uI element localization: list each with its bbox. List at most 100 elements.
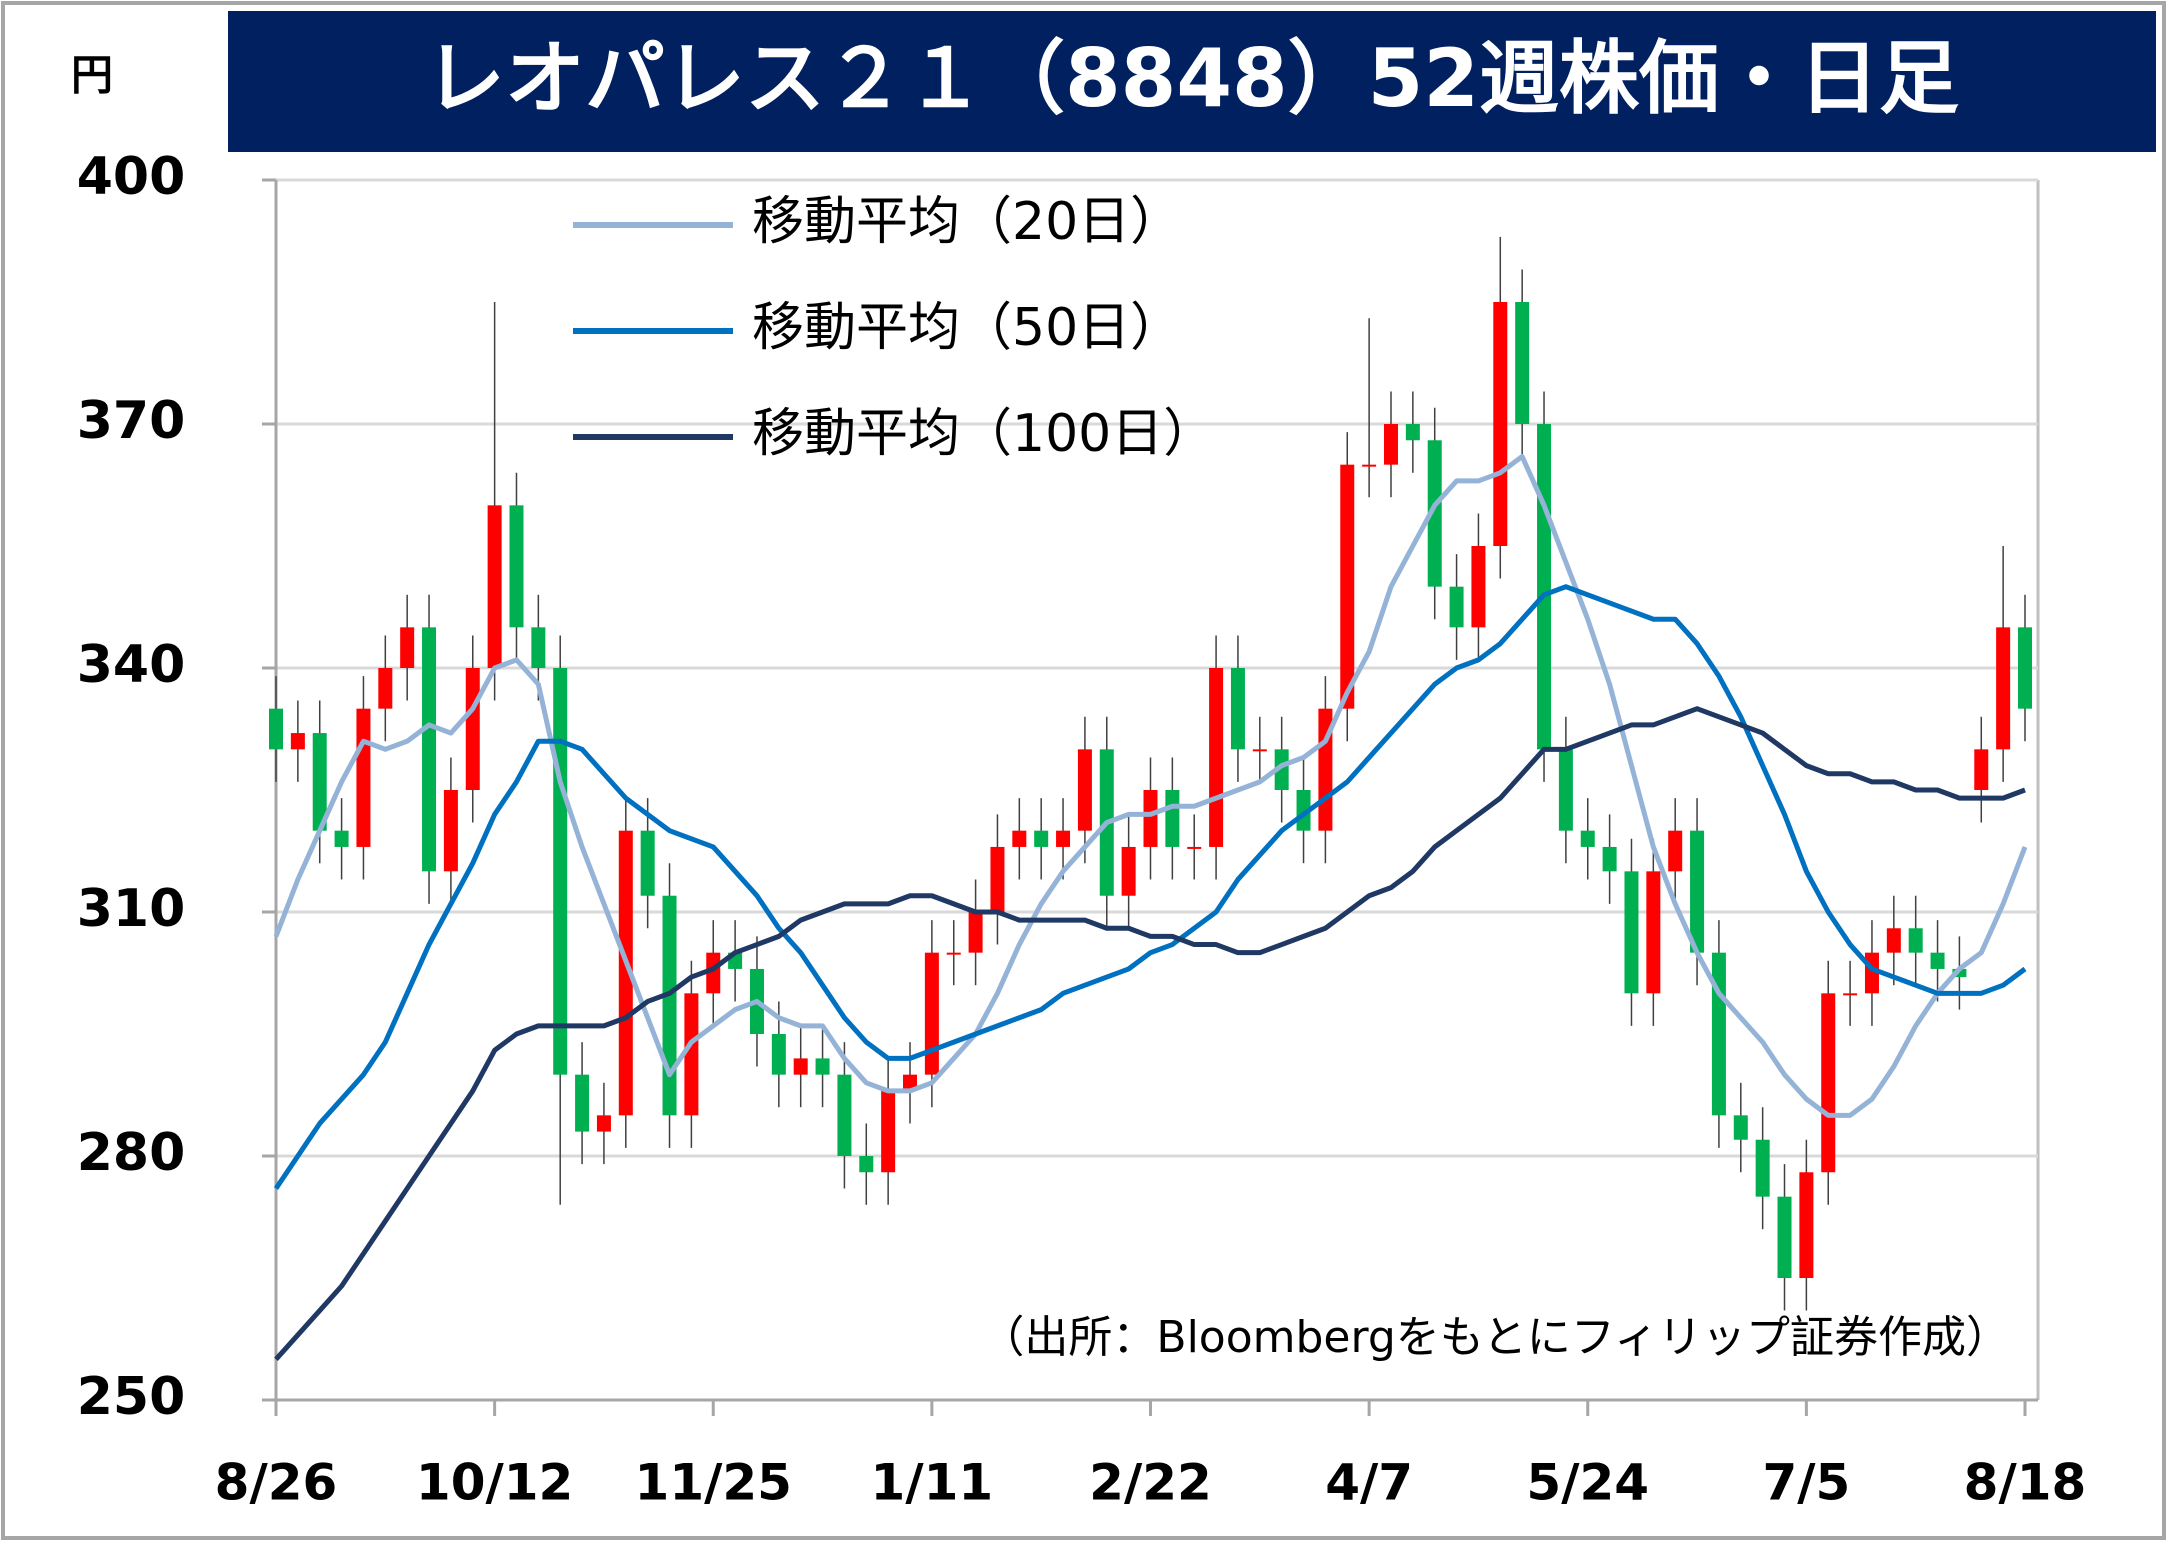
candle-body [1121,846,1136,896]
candle-body [1886,928,1901,953]
candle-body [1690,830,1705,953]
candle-body [1821,993,1836,1173]
x-tick-label: 8/18 [1964,1454,2087,1512]
y-tick-label: 280 [77,1123,186,1183]
candle-body [422,627,437,872]
candle-body [356,708,371,847]
candle-body [509,505,524,628]
candle-body [1471,546,1486,628]
x-tick-label: 1/11 [871,1454,994,1512]
legend-label: 移動平均（50日） [752,298,1182,358]
candle-body [1952,968,1967,978]
candle-body [1733,1115,1748,1140]
candle-body [1405,424,1420,441]
candle-body [1646,871,1661,994]
candle-body [990,846,1005,912]
candle-body [968,912,983,953]
candle-body [1974,749,1989,790]
candle-body [378,668,393,709]
title-bar [228,11,2156,152]
x-tick-label: 11/25 [635,1454,792,1512]
candle-body [662,895,677,1116]
candle-body [924,952,939,1075]
candle-body [1799,1172,1814,1278]
candle-body [290,733,305,750]
candle-body [1580,830,1595,847]
candle-body [1908,928,1923,953]
candle-body [1165,790,1180,847]
ma-line [274,706,2026,1361]
candle-body [859,1156,874,1173]
candle-body [1777,1196,1792,1278]
candle-body [1493,302,1508,546]
candle-body [618,830,633,1116]
candle-body [1711,952,1726,1116]
candle-body [1668,830,1683,872]
candle-body [1427,440,1442,587]
x-tick-label: 8/26 [215,1454,338,1512]
candle-body [1449,586,1464,628]
candle-body [1624,871,1639,994]
candle-body [1537,424,1552,750]
candle-body [1383,424,1398,465]
candle-body [1602,846,1617,872]
chart-title: レオパレス２１（8848）52週株価・日足 [425,32,1959,125]
candle-body [1274,749,1289,790]
candle-body [596,1115,611,1132]
candle-body [575,1074,590,1132]
candle-body [881,1090,896,1173]
candle-body [312,733,327,831]
candle-body [706,952,721,994]
candle-body [1230,668,1245,750]
candle-body [2018,627,2032,709]
y-tick-label: 340 [77,635,186,695]
y-tick-label: 400 [77,147,186,207]
legend-label: 移動平均（20日） [752,192,1182,252]
candle-body [1077,749,1092,831]
candle-body [815,1058,830,1075]
candle-body [946,952,961,955]
x-tick-label: 2/22 [1089,1454,1212,1512]
candle-body [640,830,655,896]
candle-body [1143,790,1158,847]
candle-body [1362,464,1377,467]
candle-body [1209,668,1224,847]
candle-body [1252,749,1267,752]
candle-body [334,830,349,847]
candle-body [793,1058,808,1075]
x-tick-label: 10/12 [416,1454,573,1512]
candle-body [903,1074,918,1091]
candle-body [1930,952,1945,969]
candle-body [465,668,480,790]
candle-body [1515,302,1530,424]
candle-body [269,708,283,750]
candle-body [531,627,546,668]
candle-body [443,790,458,872]
ma-line [273,454,2028,1118]
y-tick-label: 250 [77,1367,186,1427]
candle-body [1843,993,1858,996]
candle-body [684,993,699,1116]
ma-line [273,584,2027,1190]
x-tick-label: 7/5 [1762,1454,1850,1512]
candle-body [1558,749,1573,831]
candle-body [1340,464,1355,709]
candle-body [771,1034,786,1075]
x-tick-label: 5/24 [1526,1454,1649,1512]
y-unit: 円 [71,51,113,100]
candle-body [837,1074,852,1156]
candle-body [400,627,415,668]
candle-body [553,668,568,1075]
candle-body [1296,790,1311,831]
candle-body [487,505,502,668]
y-tick-label: 370 [77,391,186,451]
candle-body [1056,830,1071,847]
candle-body [1187,846,1202,849]
x-tick-label: 4/7 [1325,1454,1413,1512]
candle-body [1996,627,2011,750]
candle-body [1034,830,1049,847]
source-note: （出所：Bloombergをもとにフィリップ証券作成） [980,1312,2010,1363]
y-tick-label: 310 [77,879,186,939]
legend-label: 移動平均（100日） [752,404,1215,464]
